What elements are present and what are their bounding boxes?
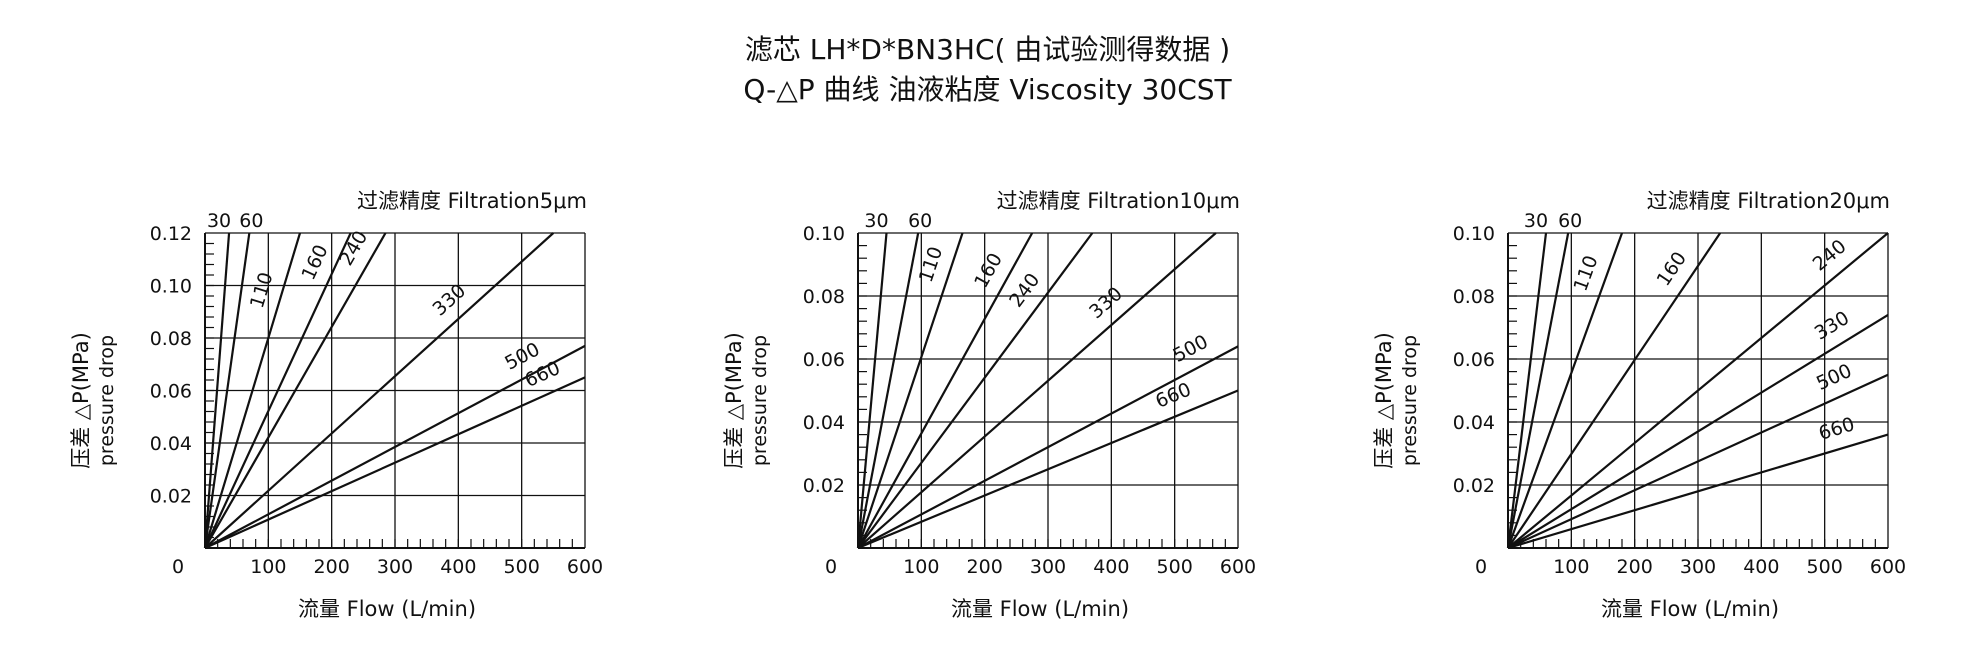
x-axis-label: 流量 Flow (L/min) <box>1601 597 1779 621</box>
y-tick-label: 0.02 <box>803 475 845 497</box>
y-tick-label: 0.04 <box>1453 412 1495 434</box>
x-tick-label: 100 <box>903 556 939 578</box>
x-tick-label: 600 <box>1220 556 1256 578</box>
y-axis-label-2: pressure drop <box>749 335 771 466</box>
series-line-330 <box>204 232 555 549</box>
chart-title: 过滤精度 Filtration20μm <box>1647 189 1890 213</box>
series-line-660 <box>1507 433 1889 550</box>
series-label-160: 160 <box>297 241 332 283</box>
x-tick-label: 600 <box>1870 556 1906 578</box>
chart-3: 0 100 200 300 400 500 600 0.02 0.04 0.06 0.08 0.10 3… <box>1372 189 1906 621</box>
x-tick-label: 100 <box>1553 556 1589 578</box>
series-line-30 <box>1506 232 1548 549</box>
series-label-30: 30 <box>864 210 888 232</box>
x-tick-label: 400 <box>1743 556 1779 578</box>
y-axis-label-2: pressure drop <box>1399 335 1421 466</box>
x-tick-label: 300 <box>1030 556 1066 578</box>
y-tick-label: 0.10 <box>150 276 192 298</box>
y-tick-label: 0.06 <box>803 349 845 371</box>
series-label-60: 60 <box>1558 210 1582 232</box>
x-tick-label: 300 <box>377 556 413 578</box>
y-tick-label: 0.06 <box>150 381 192 403</box>
series-line-110 <box>1506 232 1624 549</box>
x-axis-label: 流量 Flow (L/min) <box>298 597 476 621</box>
y-tick-label: 0.10 <box>803 223 845 245</box>
series-line-660 <box>204 376 586 550</box>
series-line-160 <box>857 232 1034 549</box>
series-line-30 <box>856 232 888 549</box>
series-line-160 <box>204 232 352 549</box>
x-tick-label: 400 <box>1093 556 1129 578</box>
series-line-500 <box>857 345 1239 549</box>
chart-title: 过滤精度 Filtration5μm <box>357 189 587 213</box>
series-label-160: 160 <box>970 249 1007 291</box>
series-line-500 <box>204 344 586 549</box>
page-subtitle: Q-△P 曲线 油液粘度 Viscosity 30CST <box>743 73 1232 106</box>
x-tick-label: 0 <box>172 556 184 578</box>
y-tick-label: 0.02 <box>1453 475 1495 497</box>
series-line-60 <box>856 232 920 549</box>
y-tick-label: 0.02 <box>150 486 192 508</box>
series-label-60: 60 <box>908 210 932 232</box>
series-label-110: 110 <box>246 270 278 311</box>
y-tick-label: 0.12 <box>150 223 192 245</box>
y-axis-label: 压差 △P(MPa) <box>1372 332 1396 469</box>
y-tick-label: 0.08 <box>1453 286 1495 308</box>
y-axis-label: 压差 △P(MPa) <box>69 332 93 469</box>
y-axis-label-2: pressure drop <box>96 335 118 466</box>
series-line-240 <box>1507 232 1889 549</box>
x-axis-label: 流量 Flow (L/min) <box>951 597 1129 621</box>
chart-title: 过滤精度 Filtration10μm <box>997 189 1240 213</box>
series-line-60 <box>1506 232 1570 549</box>
chart-1: 0 100 200 300 400 500 600 0.02 0.04 0.06 0.08 0.10 0… <box>69 189 603 621</box>
series-line-60 <box>203 232 251 549</box>
series-label-500: 500 <box>1813 360 1855 395</box>
x-tick-label: 400 <box>440 556 476 578</box>
series-line-110 <box>203 232 302 549</box>
y-tick-label: 0.04 <box>150 433 192 455</box>
series-line-160 <box>1507 232 1722 549</box>
x-tick-label: 600 <box>567 556 603 578</box>
series-line-240 <box>204 232 387 549</box>
x-tick-label: 500 <box>504 556 540 578</box>
series-label-60: 60 <box>239 210 263 232</box>
x-tick-label: 0 <box>1475 556 1487 578</box>
series-label-30: 30 <box>207 210 231 232</box>
series-label-660: 660 <box>1816 413 1857 444</box>
x-tick-label: 200 <box>967 556 1003 578</box>
y-axis-label: 压差 △P(MPa) <box>722 332 746 469</box>
x-tick-label: 200 <box>1617 556 1653 578</box>
x-tick-label: 100 <box>250 556 286 578</box>
series-line-500 <box>1507 373 1889 550</box>
y-tick-label: 0.08 <box>803 286 845 308</box>
chart-2: 0 100 200 300 400 500 600 0.02 0.04 0.06 0.08 0.10 3… <box>722 189 1256 621</box>
x-tick-label: 500 <box>1157 556 1193 578</box>
x-tick-label: 300 <box>1680 556 1716 578</box>
y-tick-label: 0.04 <box>803 412 845 434</box>
y-tick-label: 0.06 <box>1453 349 1495 371</box>
series-line-660 <box>857 389 1239 550</box>
series-label-500: 500 <box>1169 331 1211 367</box>
series-line-330 <box>1507 313 1889 549</box>
series-line-240 <box>857 232 1094 549</box>
series-label-660: 660 <box>1152 379 1194 413</box>
series-label-30: 30 <box>1524 210 1548 232</box>
series-label-110: 110 <box>1570 253 1603 295</box>
page-title: 滤芯 LH*D*BN3HC( 由试验测得数据 ) <box>744 33 1231 66</box>
x-tick-label: 200 <box>314 556 350 578</box>
series-line-30 <box>203 232 231 549</box>
y-tick-label: 0.10 <box>1453 223 1495 245</box>
y-tick-label: 0.08 <box>150 328 192 350</box>
x-tick-label: 500 <box>1807 556 1843 578</box>
series-line-330 <box>857 232 1217 549</box>
series-label-110: 110 <box>915 244 947 285</box>
series-line-110 <box>856 232 964 549</box>
x-tick-label: 0 <box>825 556 837 578</box>
